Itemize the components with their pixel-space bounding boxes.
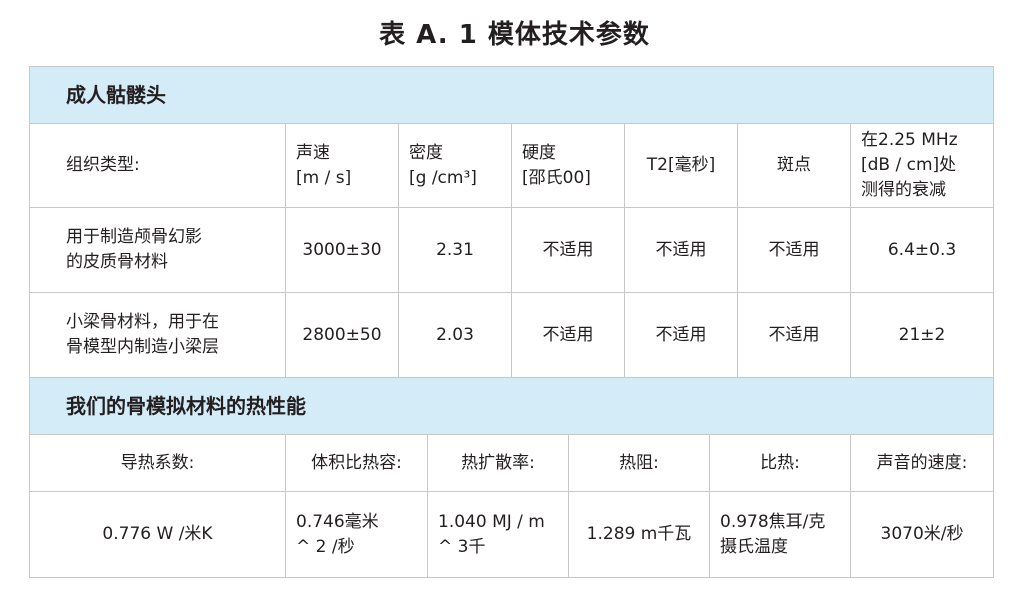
- table-cell: 不适用: [624, 292, 738, 378]
- table-cell: 21±2: [849, 292, 995, 378]
- table-row: 用于制造颅骨幻影 的皮质骨材料 3000±30 2.31 不适用 不适用 不适用…: [29, 207, 995, 293]
- table-cell: 0.746毫米 ^ 2 /秒: [285, 491, 428, 578]
- thermal-properties-table: 我们的骨模拟材料的热性能 导热系数: 体积比热容: 热扩散率: 热阻: 比热: …: [28, 377, 995, 578]
- table-cell: 用于制造颅骨幻影 的皮质骨材料: [29, 207, 286, 293]
- table-cell: 0.776 W /米K: [29, 491, 286, 578]
- column-header: 组织类型:: [29, 123, 286, 208]
- table-cell: 不适用: [624, 207, 738, 293]
- section-heading: 我们的骨模拟材料的热性能: [28, 377, 995, 435]
- table-cell: 0.978焦耳/克 摄氏温度: [709, 491, 851, 578]
- column-header: 比热:: [709, 434, 851, 492]
- column-header: 在2.25 MHz [dB / cm]处 测得的衰减: [849, 123, 995, 208]
- column-header: T2[毫秒]: [624, 123, 738, 208]
- adult-skull-table: 成人骷髅头 组织类型: 声速 [m / s] 密度 [g /cm³] 硬度 [邵…: [28, 66, 995, 378]
- column-header: 斑点: [737, 123, 851, 208]
- table-cell: 不适用: [737, 207, 851, 293]
- table-row: 小梁骨材料，用于在 骨模型内制造小梁层 2800±50 2.03 不适用 不适用…: [29, 292, 995, 378]
- column-header: 体积比热容:: [285, 434, 428, 492]
- table-cell: 2800±50: [285, 292, 399, 378]
- table-cell: 1.289 m千瓦: [568, 491, 710, 578]
- table-cell: 6.4±0.3: [849, 207, 995, 293]
- column-header: 导热系数:: [29, 434, 286, 492]
- column-header: 声速 [m / s]: [285, 123, 399, 208]
- table-cell: 2.31: [398, 207, 512, 293]
- table-cell: 不适用: [511, 292, 625, 378]
- table-cell: 3000±30: [285, 207, 399, 293]
- table-cell: 不适用: [737, 292, 851, 378]
- table-cell: 小梁骨材料，用于在 骨模型内制造小梁层: [29, 292, 286, 378]
- column-header: 热阻:: [568, 434, 710, 492]
- table-title: 表 A. 1 模体技术参数: [379, 20, 650, 50]
- section-heading: 成人骷髅头: [28, 66, 995, 124]
- table-cell: 不适用: [511, 207, 625, 293]
- column-header: 声音的速度:: [849, 434, 995, 492]
- column-header: 硬度 [邵氏00]: [511, 123, 625, 208]
- table-cell: 2.03: [398, 292, 512, 378]
- table-cell: 1.040 MJ / m ^ 3千: [427, 491, 569, 578]
- column-header: 热扩散率:: [427, 434, 569, 492]
- column-header: 密度 [g /cm³]: [398, 123, 512, 208]
- table-row: 0.776 W /米K 0.746毫米 ^ 2 /秒 1.040 MJ / m …: [29, 491, 995, 578]
- table-cell: 3070米/秒: [849, 491, 995, 578]
